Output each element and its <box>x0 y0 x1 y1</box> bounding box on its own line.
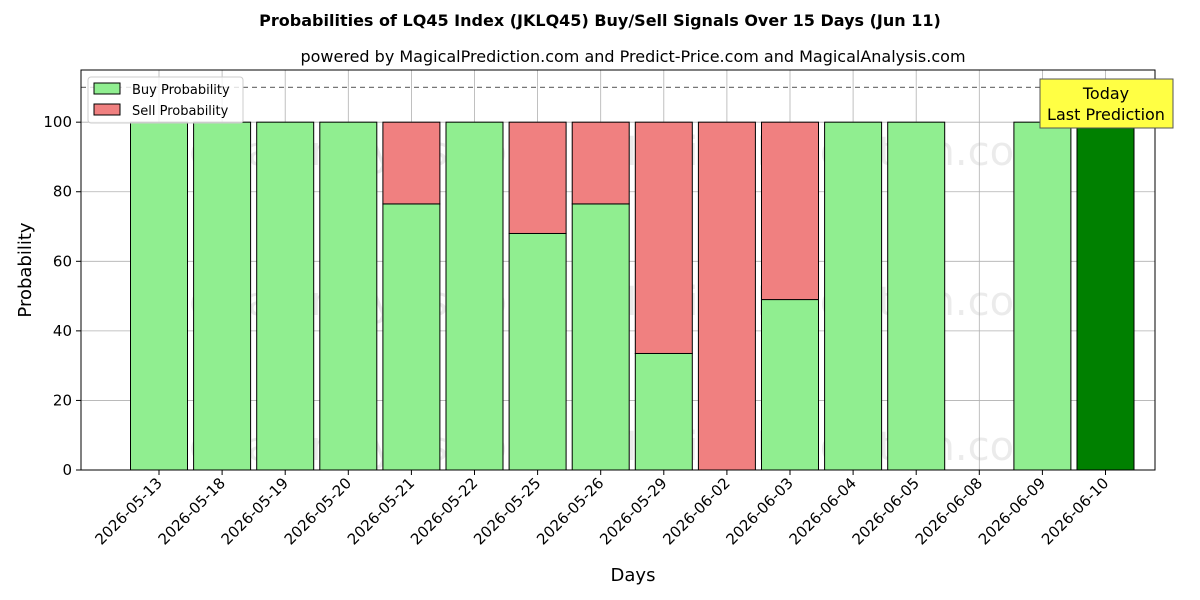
x-tick-label: 2026-05-29 <box>596 474 670 548</box>
buy-bar <box>824 121 883 471</box>
x-tick-label: 2026-05-25 <box>470 474 544 548</box>
legend-box <box>87 76 244 124</box>
buy-bar <box>1013 121 1072 471</box>
y-tick-label: 60 <box>53 252 72 270</box>
buy-bar <box>634 352 693 471</box>
x-tick-label: 2026-06-05 <box>849 474 923 548</box>
sell-bar <box>761 121 819 301</box>
annotation-line2: Last Prediction <box>1047 105 1165 124</box>
y-tick-label: 20 <box>53 391 72 409</box>
x-tick-label: 2026-05-26 <box>533 474 607 548</box>
chart-subtitle: powered by MagicalPrediction.com and Pre… <box>300 47 965 66</box>
y-tick-label: 40 <box>53 322 72 340</box>
x-tick-label: 2026-05-19 <box>218 474 292 548</box>
buy-bar <box>130 121 188 471</box>
sell-bar <box>508 121 567 234</box>
chart-title: Probabilities of LQ45 Index (JKLQ45) Buy… <box>259 11 941 30</box>
sell-bar <box>697 121 756 471</box>
legend: Buy Probability Sell Probability <box>87 76 244 124</box>
bars-layer <box>130 121 1135 471</box>
sell-bar <box>634 121 693 354</box>
x-tick-label: 2026-06-03 <box>722 474 796 548</box>
annotation-line1: Today <box>1082 84 1129 103</box>
x-tick-label: 2026-05-21 <box>344 474 418 548</box>
plot-frame <box>80 69 1156 471</box>
buy-bar <box>382 203 441 471</box>
x-tick-label: 2026-05-20 <box>281 474 355 548</box>
x-tick-label: 2026-05-13 <box>91 474 165 548</box>
buy-bar <box>319 121 378 471</box>
x-tick-label: 2026-06-10 <box>1038 474 1112 548</box>
sell-bar <box>382 121 441 205</box>
legend-label-sell: Sell Probability <box>132 104 229 119</box>
today-annotation: Today Last Prediction <box>1039 78 1174 129</box>
x-tick-label: 2026-06-02 <box>659 474 733 548</box>
sell-bar <box>571 121 630 205</box>
legend-swatch-buy <box>93 82 121 95</box>
x-tick-label: 2026-06-08 <box>912 474 986 548</box>
x-tick-label: 2026-06-09 <box>975 474 1049 548</box>
x-tick-label: 2026-06-04 <box>786 474 860 548</box>
buy-bar <box>887 121 946 471</box>
y-tick-label: 80 <box>53 183 72 201</box>
buy-bar <box>1076 121 1135 471</box>
legend-swatch-sell <box>93 103 121 116</box>
x-axis-label: Days <box>611 565 656 586</box>
buy-bar <box>508 232 567 471</box>
buy-bar <box>761 299 819 471</box>
y-axis-label: Probability <box>15 222 36 317</box>
y-tick-label: 100 <box>43 113 72 131</box>
buy-bar <box>445 121 504 471</box>
legend-label-buy: Buy Probability <box>132 83 230 98</box>
annotation-box <box>1039 78 1174 129</box>
y-tick-label: 0 <box>62 461 72 479</box>
buy-bar <box>193 121 252 471</box>
buy-bar <box>256 121 315 471</box>
x-tick-label: 2026-05-22 <box>407 474 481 548</box>
x-tick-label: 2026-05-18 <box>155 474 229 548</box>
buy-bar <box>571 203 630 471</box>
